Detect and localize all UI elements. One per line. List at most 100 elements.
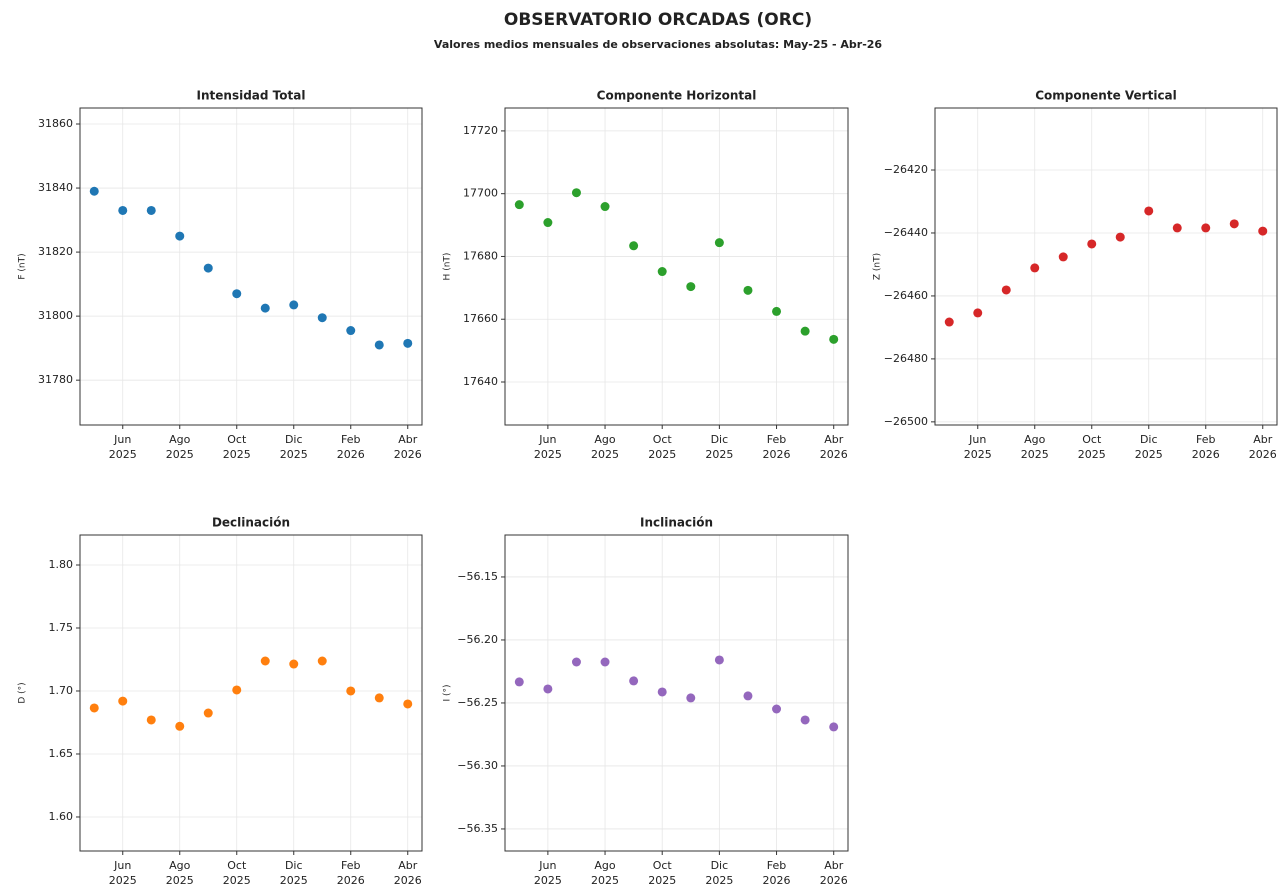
x-tick-label-line: Dic	[711, 433, 729, 446]
data-point	[629, 241, 639, 251]
x-tick-label-line: 2026	[394, 448, 422, 461]
x-tick-label-line: 2026	[1249, 448, 1277, 461]
y-tick-label: 17660	[463, 312, 498, 325]
data-point	[543, 218, 553, 228]
axes-frame	[79, 534, 423, 852]
x-tick-label-line: 2025	[166, 448, 194, 461]
x-tick-label-line: 2026	[763, 448, 791, 461]
data-point	[289, 659, 299, 669]
data-point	[743, 691, 753, 701]
y-tick-label: 17720	[463, 124, 498, 137]
data-point	[714, 238, 724, 248]
x-tick-label: Dic 2025	[705, 433, 733, 461]
x-tick-label-line: Feb	[341, 859, 360, 872]
x-tick-label: Oct 2025	[1078, 433, 1106, 461]
y-tick-label: 31860	[38, 117, 73, 130]
y-tick-label: −56.30	[457, 759, 498, 772]
x-tick-label-line: Oct	[653, 859, 673, 872]
x-tick-label-line: 2025	[1078, 448, 1106, 461]
data-point	[260, 656, 270, 666]
data-point	[1087, 239, 1097, 249]
data-point	[829, 722, 839, 732]
x-tick-label: Abr 2026	[1249, 433, 1277, 461]
x-tick-label-line: 2025	[223, 448, 251, 461]
y-axis-label: I (°)	[443, 684, 453, 701]
data-point	[743, 285, 753, 295]
figure-subtitle: Valores medios mensuales de observacione…	[434, 38, 883, 51]
y-tick-label: −26460	[884, 289, 928, 302]
data-point	[317, 656, 327, 666]
data-point	[146, 715, 156, 725]
axes-frame	[79, 107, 423, 426]
x-tick-label: Feb 2026	[337, 859, 365, 887]
data-point	[600, 202, 610, 212]
x-tick-label-line: 2026	[820, 874, 848, 887]
data-point	[317, 313, 327, 323]
data-point	[1058, 252, 1068, 262]
data-point	[657, 687, 667, 697]
axes-frame	[504, 107, 849, 426]
data-point	[800, 326, 810, 336]
data-point	[346, 686, 356, 696]
data-point	[289, 300, 299, 310]
data-point	[175, 231, 185, 241]
axes-frame	[934, 107, 1278, 426]
y-axis-label: D (°)	[18, 682, 28, 703]
y-tick-label: −56.25	[457, 696, 498, 709]
data-point	[571, 657, 581, 667]
y-tick-label: −26440	[884, 226, 928, 239]
x-tick-label: Feb 2026	[1192, 433, 1220, 461]
x-tick-label-line: 2025	[591, 874, 619, 887]
x-tick-label-line: Jun	[113, 859, 131, 872]
data-point	[571, 188, 581, 198]
data-point	[800, 715, 810, 725]
x-tick-label: Ago 2025	[1021, 433, 1049, 461]
x-tick-label: Dic 2025	[1135, 433, 1163, 461]
x-tick-label-line: Abr	[1253, 433, 1273, 446]
x-tick-label: Jun 2025	[534, 859, 562, 887]
data-point	[543, 684, 553, 694]
x-tick-label: Feb 2026	[337, 433, 365, 461]
x-tick-label: Abr 2026	[820, 433, 848, 461]
x-tick-label: Dic 2025	[280, 859, 308, 887]
data-point	[1229, 219, 1239, 229]
axes-frame	[504, 534, 849, 852]
x-tick-label-line: Ago	[594, 859, 616, 872]
x-tick-label: Abr 2026	[394, 433, 422, 461]
x-tick-label: Jun 2025	[109, 859, 137, 887]
y-axis-label: F (nT)	[18, 253, 28, 279]
x-tick-label-line: 2025	[648, 448, 676, 461]
x-tick-label: Feb 2026	[763, 859, 791, 887]
y-tick-label: −26500	[884, 415, 928, 428]
y-axis-label: Z (nT)	[873, 253, 883, 280]
x-tick-label-line: 2025	[591, 448, 619, 461]
data-point	[118, 696, 128, 706]
data-point	[374, 693, 384, 703]
data-point	[403, 338, 413, 348]
x-tick-label-line: Dic	[711, 859, 729, 872]
data-point	[146, 205, 156, 215]
data-point	[686, 693, 696, 703]
x-tick-label-line: Dic	[1140, 433, 1158, 446]
x-tick-label: Abr 2026	[394, 859, 422, 887]
x-tick-label-line: Feb	[341, 433, 360, 446]
data-point	[829, 334, 839, 344]
x-tick-label-line: 2025	[280, 874, 308, 887]
y-tick-label: −56.15	[457, 570, 498, 583]
data-point	[514, 677, 524, 687]
y-tick-label: 17700	[463, 187, 498, 200]
x-tick-label-line: Feb	[767, 433, 786, 446]
data-point	[772, 306, 782, 316]
x-tick-label-line: Ago	[594, 433, 616, 446]
y-tick-label: −26420	[884, 163, 928, 176]
data-point	[1001, 285, 1011, 295]
x-tick-label: Jun 2025	[964, 433, 992, 461]
data-point	[1144, 206, 1154, 216]
panel-title: Intensidad Total	[197, 89, 306, 103]
data-point	[973, 308, 983, 318]
x-tick-label-line: 2026	[337, 448, 365, 461]
x-tick-label-line: Abr	[824, 859, 844, 872]
x-tick-label-line: Jun	[538, 433, 556, 446]
x-tick-label-line: Jun	[968, 433, 986, 446]
data-point	[374, 340, 384, 350]
